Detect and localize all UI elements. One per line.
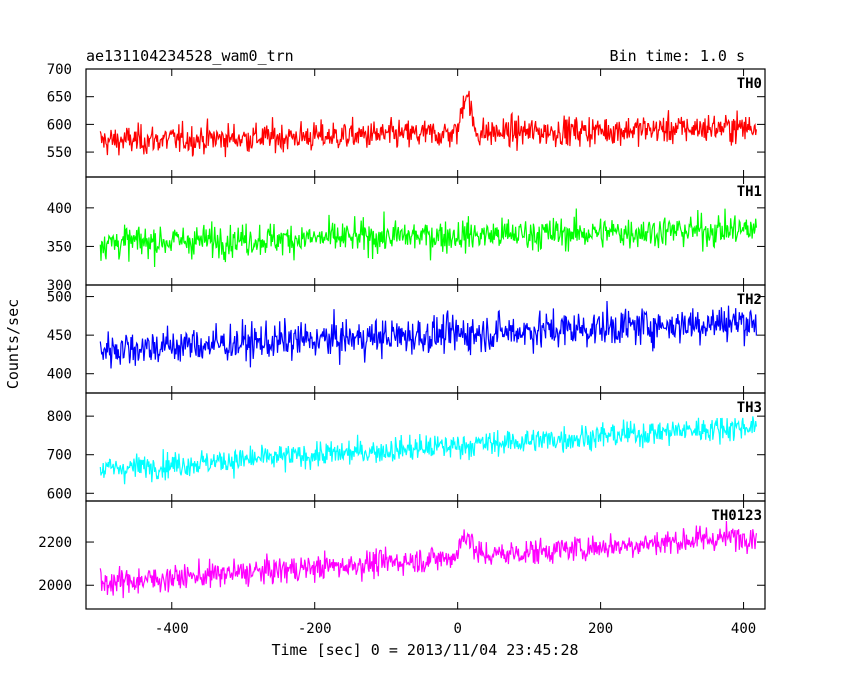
series-line-th1 bbox=[99, 208, 757, 268]
x-axis-ticks: -400 -200 0 200 400 bbox=[155, 621, 756, 637]
series-line-th2 bbox=[99, 300, 757, 369]
x-tick-label: -200 bbox=[298, 621, 332, 637]
y-tick-label: 2000 bbox=[38, 578, 72, 594]
y-axis-label: Counts/sec bbox=[4, 299, 22, 389]
y-tick-label: 2200 bbox=[38, 535, 72, 551]
channel-label: TH1 bbox=[737, 184, 762, 200]
panels-group: 550 600 650 700 TH0 300 350 400 TH1 400 450 500 TH2 6… bbox=[38, 62, 766, 610]
x-tick-label: 0 bbox=[453, 621, 461, 637]
y-tick-label: 600 bbox=[47, 117, 72, 133]
y-tick-label: 400 bbox=[47, 201, 72, 217]
y-tick-label: 700 bbox=[47, 448, 72, 464]
y-tick-label: 400 bbox=[47, 367, 72, 383]
channel-label: TH3 bbox=[737, 400, 762, 416]
series-line-th0 bbox=[99, 90, 757, 158]
y-tick-label: 800 bbox=[47, 409, 72, 425]
series-line-th3 bbox=[99, 416, 757, 485]
x-tick-label: 400 bbox=[731, 621, 756, 637]
y-tick-label: 350 bbox=[47, 239, 72, 255]
bin-time-label: Bin time: 1.0 s bbox=[610, 47, 745, 65]
y-tick-label: 650 bbox=[47, 90, 72, 106]
y-tick-label: 300 bbox=[47, 278, 72, 294]
chart-title: ae131104234528_wam0_trn bbox=[86, 47, 294, 65]
panel-frame bbox=[85, 500, 766, 610]
channel-label: TH0123 bbox=[711, 508, 762, 524]
channel-label: TH2 bbox=[737, 292, 762, 308]
panel-th0: 550 600 650 700 TH0 bbox=[47, 62, 766, 178]
x-tick-label: 200 bbox=[588, 621, 613, 637]
y-tick-label: 600 bbox=[47, 486, 72, 502]
panel-th0123: 2000 2200 TH0123 bbox=[38, 500, 766, 610]
x-tick-label: -400 bbox=[155, 621, 189, 637]
y-tick-label: 450 bbox=[47, 328, 72, 344]
y-tick-label: 700 bbox=[47, 62, 72, 78]
panel-th2: 400 450 500 TH2 bbox=[47, 284, 766, 394]
x-axis-label: Time [sec] 0 = 2013/11/04 23:45:28 bbox=[271, 641, 578, 659]
y-tick-label: 500 bbox=[47, 290, 72, 306]
panel-th3: 600 700 800 TH3 bbox=[47, 392, 766, 502]
panel-th1: 300 350 400 TH1 bbox=[47, 176, 766, 294]
y-tick-label: 550 bbox=[47, 145, 72, 161]
series-line-th0123 bbox=[99, 520, 757, 599]
channel-label: TH0 bbox=[737, 76, 762, 92]
